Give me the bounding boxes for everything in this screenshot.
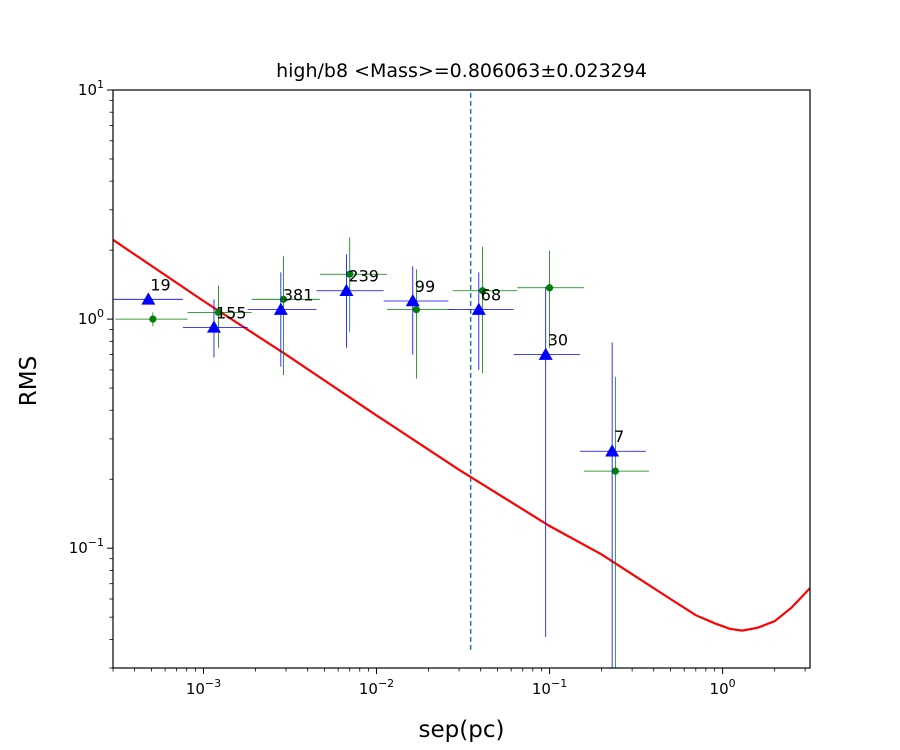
triangle-point <box>605 444 620 457</box>
count-label: 239 <box>348 267 379 286</box>
count-label: 19 <box>150 275 170 294</box>
count-label: 381 <box>283 286 314 305</box>
model-curve <box>112 238 811 632</box>
x-axis-label: sep(pc) <box>419 717 505 743</box>
count-label: 99 <box>415 277 435 296</box>
chart-title: high/b8 <Mass>=0.806063±0.023294 <box>276 60 647 82</box>
circle-point <box>611 467 619 475</box>
triangle-point <box>405 293 420 307</box>
triangle-point <box>471 302 486 315</box>
circle-point <box>279 295 288 303</box>
circle-point <box>412 306 420 314</box>
triangle-point <box>538 347 553 360</box>
triangle-point <box>141 292 156 305</box>
circle-point <box>478 287 487 295</box>
count-label: 7 <box>614 427 624 446</box>
count-label: 68 <box>481 286 501 305</box>
circle-point <box>346 270 354 278</box>
count-label: 155 <box>216 303 247 322</box>
triangle-point <box>206 320 221 333</box>
count-label: 30 <box>548 331 568 350</box>
circle-point <box>214 308 223 316</box>
plot-area <box>113 90 810 668</box>
y-tick-label: 10−1 <box>69 536 104 557</box>
y-tick-label: 100 <box>78 307 104 328</box>
x-tick-label: 10−1 <box>532 677 567 698</box>
y-tick-label: 101 <box>78 78 104 99</box>
series-triangles: 19 155 381 239 99 68 30 7 <box>113 254 646 668</box>
triangle-point <box>273 302 288 315</box>
circle-point <box>149 315 157 323</box>
triangle-point <box>339 283 354 296</box>
plot-frame <box>112 89 811 669</box>
x-tick-label: 100 <box>710 677 736 698</box>
x-tick-label: 10−2 <box>359 677 394 698</box>
circle-point <box>545 284 554 292</box>
x-tick-label: 10−3 <box>186 677 221 698</box>
y-axis-label: RMS <box>16 356 42 406</box>
